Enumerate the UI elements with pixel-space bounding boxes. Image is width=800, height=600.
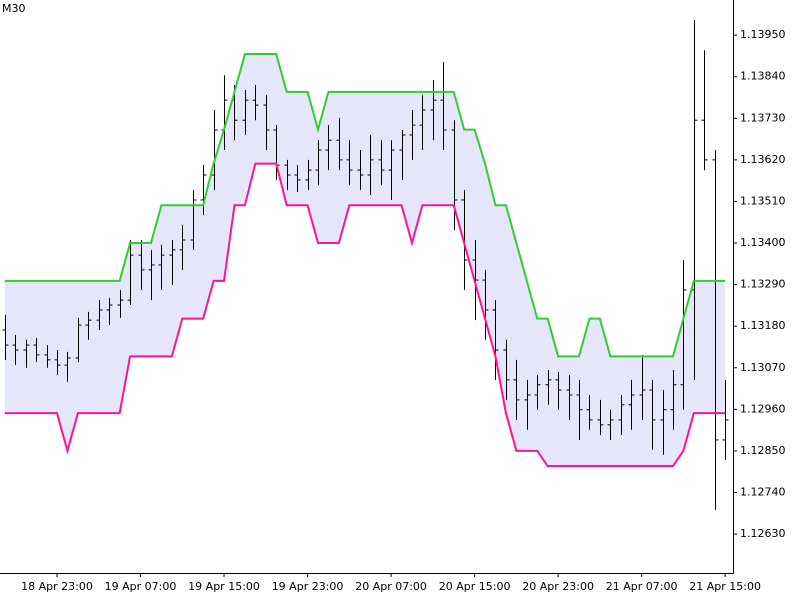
y-tick-label: 1.13620 (740, 153, 786, 166)
y-tick-label: 1.13290 (740, 278, 786, 291)
x-tick-label: 19 Apr 07:00 (105, 580, 177, 593)
y-tick-label: 1.13840 (740, 70, 786, 83)
x-tick-label: 20 Apr 15:00 (439, 580, 511, 593)
x-tick-label: 19 Apr 15:00 (188, 580, 260, 593)
y-tick-label: 1.13180 (740, 319, 786, 332)
y-tick-label: 1.13510 (740, 194, 786, 207)
y-tick-label: 1.12960 (740, 402, 786, 415)
band-line (4, 162, 726, 468)
x-tick-label: 21 Apr 15:00 (689, 580, 761, 593)
x-tick-label: 21 Apr 07:00 (606, 580, 678, 593)
y-tick-label: 1.13730 (740, 111, 786, 124)
x-tick-label: 20 Apr 07:00 (355, 580, 427, 593)
band-fill (4, 54, 726, 467)
x-tick-label: 18 Apr 23:00 (21, 580, 93, 593)
x-tick-label: 20 Apr 23:00 (522, 580, 594, 593)
chart-title: M30 (2, 2, 26, 15)
band-line (4, 53, 726, 358)
y-tick-label: 1.12850 (740, 444, 786, 457)
x-tick-label: 19 Apr 23:00 (272, 580, 344, 593)
y-tick-label: 1.12740 (740, 485, 786, 498)
y-tick-label: 1.13070 (740, 361, 786, 374)
y-tick-label: 1.12630 (740, 527, 786, 540)
y-tick-label: 1.13400 (740, 236, 786, 249)
y-tick-label: 1.13950 (740, 28, 786, 41)
plot-area (2, 20, 729, 510)
